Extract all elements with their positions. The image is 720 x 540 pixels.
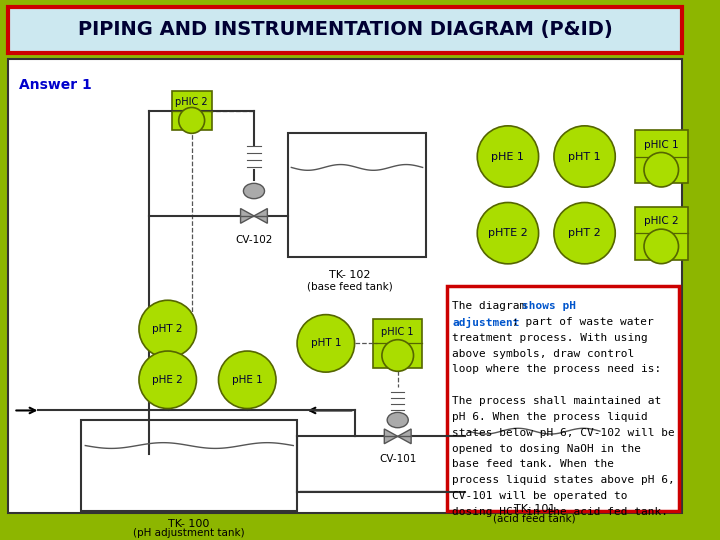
Text: (pH adjustment tank): (pH adjustment tank) <box>133 528 245 538</box>
Text: shows pH: shows pH <box>522 301 576 311</box>
FancyBboxPatch shape <box>172 91 212 130</box>
Text: adjustment: adjustment <box>452 317 520 328</box>
Text: opened to dosing NaOH in the: opened to dosing NaOH in the <box>452 443 642 454</box>
Text: TK- 100: TK- 100 <box>168 519 210 529</box>
Circle shape <box>644 152 678 187</box>
Circle shape <box>477 202 539 264</box>
Text: The process shall maintained at: The process shall maintained at <box>452 396 662 406</box>
Text: CV-101 will be operated to: CV-101 will be operated to <box>452 491 628 501</box>
Text: TK- 102: TK- 102 <box>329 269 371 280</box>
Text: pHT 2: pHT 2 <box>568 228 601 238</box>
Text: (base feed tank): (base feed tank) <box>307 281 392 291</box>
Circle shape <box>139 300 197 358</box>
Text: pHIC 1: pHIC 1 <box>382 327 414 338</box>
Polygon shape <box>384 429 397 444</box>
Text: CV-101: CV-101 <box>379 454 416 463</box>
Text: states below pH 6, CV-102 will be: states below pH 6, CV-102 will be <box>452 428 675 438</box>
FancyBboxPatch shape <box>287 132 426 257</box>
FancyBboxPatch shape <box>374 319 422 368</box>
FancyBboxPatch shape <box>635 130 688 183</box>
Ellipse shape <box>243 184 264 199</box>
Text: Answer 1: Answer 1 <box>19 78 92 92</box>
Text: CV-102: CV-102 <box>235 235 273 245</box>
Circle shape <box>554 126 616 187</box>
Text: pHIC 2: pHIC 2 <box>176 97 208 106</box>
Circle shape <box>554 202 616 264</box>
Text: process liquid states above pH 6,: process liquid states above pH 6, <box>452 475 675 485</box>
Circle shape <box>139 351 197 409</box>
Circle shape <box>218 351 276 409</box>
Text: pHIC 1: pHIC 1 <box>644 140 678 150</box>
Text: treatment process. With using: treatment process. With using <box>452 333 648 343</box>
Polygon shape <box>397 429 411 444</box>
Text: (acid feed tank): (acid feed tank) <box>493 514 576 524</box>
Circle shape <box>179 107 204 133</box>
Circle shape <box>382 340 413 372</box>
Polygon shape <box>254 208 267 224</box>
Text: above symbols, draw control: above symbols, draw control <box>452 349 634 359</box>
Text: PIPING AND INSTRUMENTATION DIAGRAM (P&ID): PIPING AND INSTRUMENTATION DIAGRAM (P&ID… <box>78 21 613 39</box>
Text: dosing HCl in the acid fed tank.: dosing HCl in the acid fed tank. <box>452 507 668 517</box>
FancyBboxPatch shape <box>465 406 604 497</box>
Text: pHIC 2: pHIC 2 <box>644 216 678 226</box>
Text: pHT 1: pHT 1 <box>568 152 601 161</box>
Circle shape <box>644 229 678 264</box>
FancyBboxPatch shape <box>8 59 683 513</box>
FancyBboxPatch shape <box>635 207 688 260</box>
Text: pHT 1: pHT 1 <box>310 339 341 348</box>
Text: pHT 2: pHT 2 <box>153 324 183 334</box>
Circle shape <box>297 315 354 372</box>
Text: The diagram: The diagram <box>452 301 534 311</box>
FancyBboxPatch shape <box>81 420 297 511</box>
Text: pHE 1: pHE 1 <box>232 375 263 385</box>
Text: TK- 101: TK- 101 <box>514 504 555 515</box>
Ellipse shape <box>387 413 408 428</box>
Text: pH 6. When the process liquid: pH 6. When the process liquid <box>452 412 648 422</box>
FancyBboxPatch shape <box>446 286 678 511</box>
Text: pHTE 2: pHTE 2 <box>488 228 528 238</box>
FancyBboxPatch shape <box>8 7 683 53</box>
Text: ; part of waste water: ; part of waste water <box>512 317 654 327</box>
Text: loop where the process need is:: loop where the process need is: <box>452 364 662 374</box>
Text: pHE 1: pHE 1 <box>492 152 524 161</box>
Text: base feed tank. When the: base feed tank. When the <box>452 460 614 469</box>
Polygon shape <box>240 208 254 224</box>
Text: pHE 2: pHE 2 <box>153 375 183 385</box>
Circle shape <box>477 126 539 187</box>
